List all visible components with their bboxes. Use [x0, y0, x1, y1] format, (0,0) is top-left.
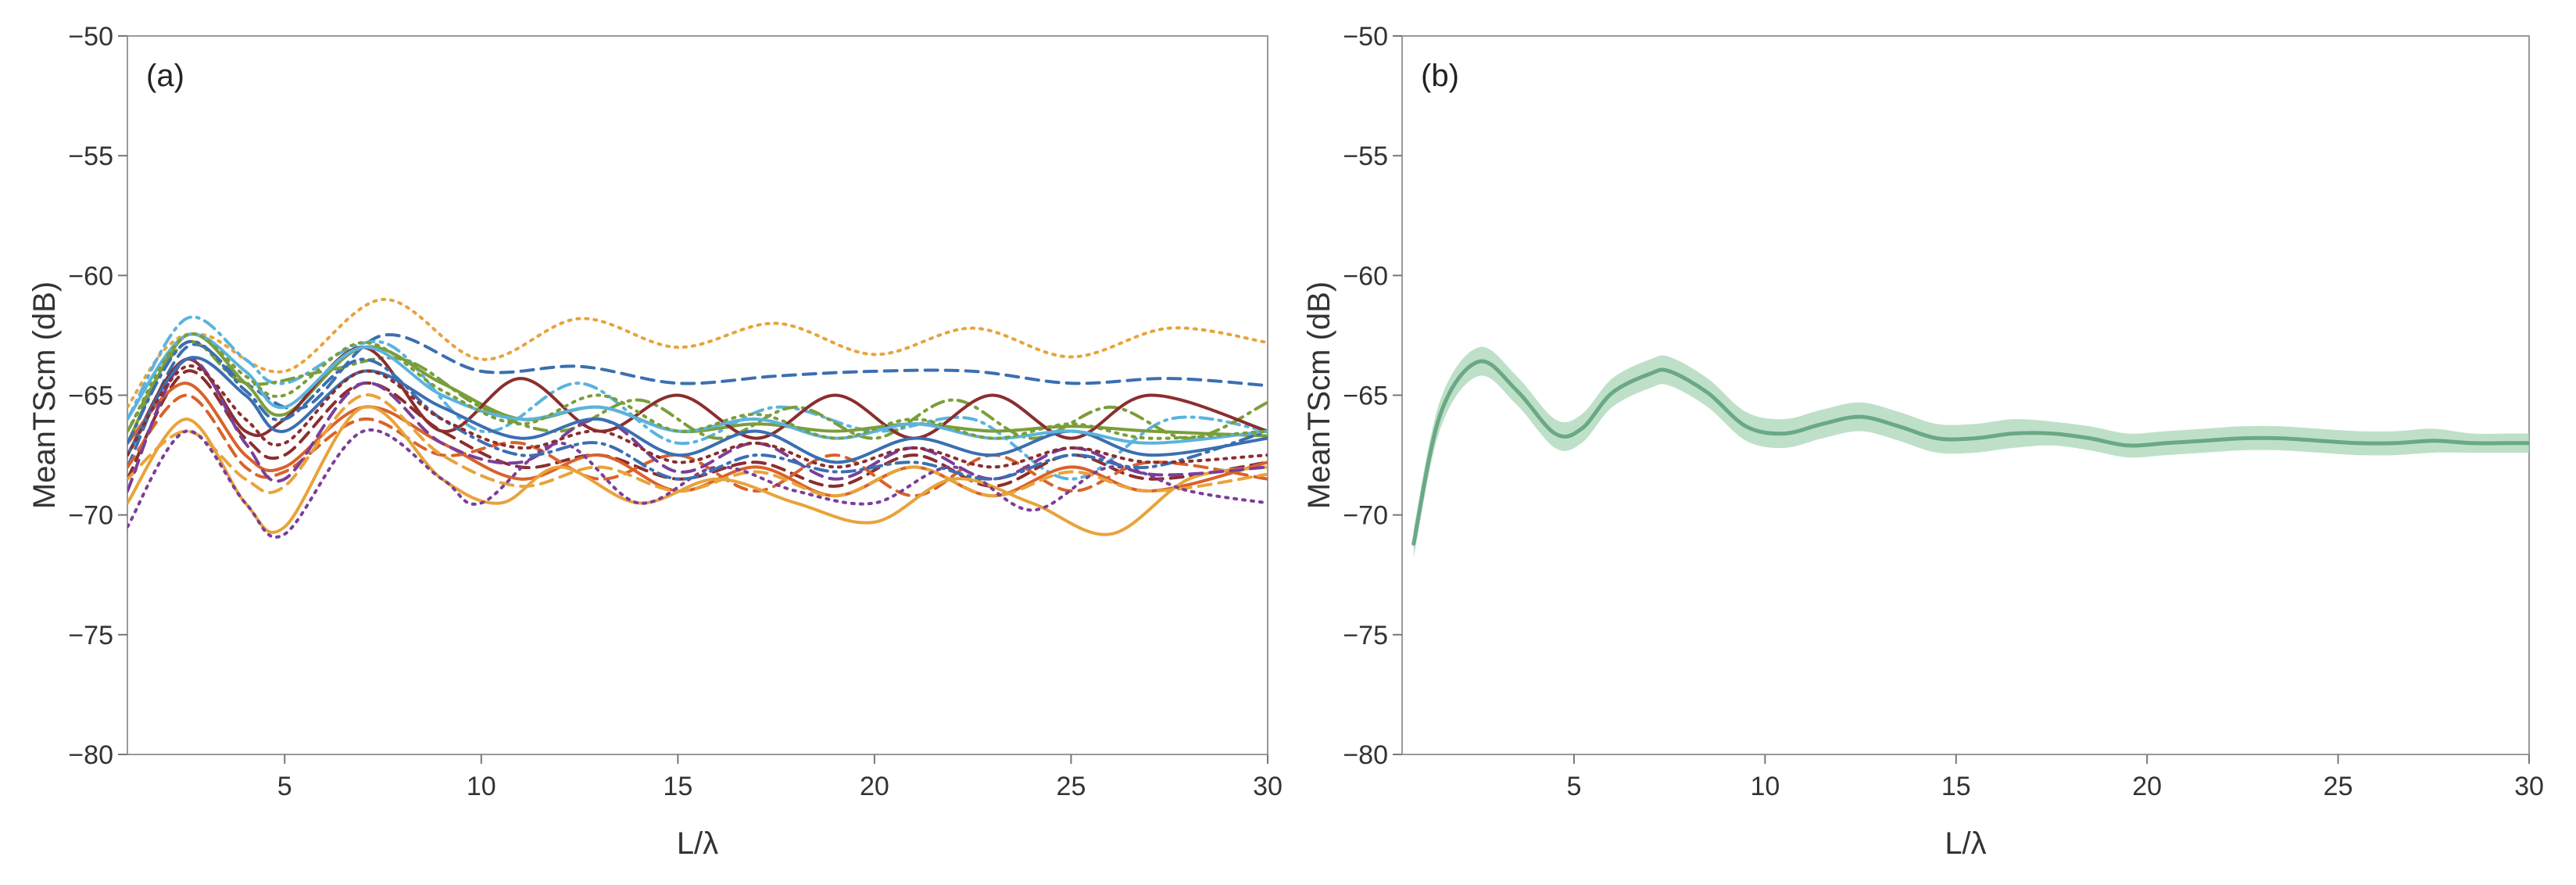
- x-tick-label: 5: [277, 772, 292, 801]
- y-axis-label: MeanTScm (dB): [1302, 281, 1336, 509]
- y-tick-label: −60: [68, 261, 113, 291]
- y-tick-label: −70: [1343, 501, 1388, 531]
- y-tick-label: −65: [1343, 382, 1388, 411]
- panel-b: −50 −55 −60 −65 −70 −75 −80 5 10 15 20 25 30 L/λ MeanT…: [1302, 22, 2544, 861]
- plot-frame: [127, 35, 1268, 755]
- y-tick-label: −75: [1343, 621, 1388, 650]
- x-tick-label: 10: [1750, 772, 1780, 801]
- y-tick-label: −75: [68, 621, 113, 650]
- y-tick-label: −80: [1343, 740, 1388, 770]
- plot-area: [127, 297, 1268, 539]
- x-tick-label: 20: [860, 772, 889, 801]
- x-tick-label: 25: [1057, 772, 1086, 801]
- y-tick-label: −80: [68, 740, 113, 770]
- series-line-8: [127, 382, 1268, 498]
- y-tick-label: −50: [68, 22, 113, 52]
- x-tick-label: 5: [1567, 772, 1582, 801]
- x-tick-label: 20: [2132, 772, 2162, 801]
- plot-frame: [1401, 35, 2530, 755]
- series-line-5: [127, 339, 1268, 440]
- confidence-band: [1413, 346, 2529, 558]
- series-line-1: [127, 297, 1268, 409]
- x-tick-label: 15: [663, 772, 692, 801]
- y-tick-label: −60: [1343, 261, 1388, 291]
- panel-a: −50 −55 −60 −65 −70 −75 −80 5 10 15 20 25 30 L/λ MeanT…: [27, 22, 1283, 861]
- series-line-17: [127, 332, 1268, 440]
- x-tick-label: 10: [467, 772, 496, 801]
- x-axis-label: L/λ: [1945, 826, 1986, 861]
- series-line-12: [127, 428, 1268, 539]
- x-tick-label: 30: [1253, 772, 1283, 801]
- series-line-6: [127, 346, 1268, 457]
- series-line-13: [127, 357, 1268, 493]
- x-tick-label: 15: [1941, 772, 1971, 801]
- series-line-14: [127, 356, 1268, 464]
- y-tick-label: −50: [1343, 22, 1388, 52]
- x-tick-label: 30: [2514, 772, 2544, 801]
- panel-label: (b): [1421, 59, 1459, 93]
- y-tick-label: −70: [68, 501, 113, 531]
- y-axis-label: MeanTScm (dB): [27, 281, 62, 509]
- series-line-18: [127, 364, 1268, 469]
- series-line-16: [127, 332, 1268, 445]
- y-tick-label: −55: [68, 142, 113, 171]
- series-line-1: [1411, 359, 2529, 546]
- y-tick-label: −55: [1343, 142, 1388, 171]
- series-line-15: [127, 339, 1268, 481]
- x-axis-label: L/λ: [677, 826, 718, 861]
- y-tick-label: −65: [68, 382, 113, 411]
- x-tick-label: 25: [2324, 772, 2353, 801]
- series-line-11: [127, 393, 1268, 498]
- panel-label: (a): [146, 59, 184, 93]
- plot-area: [1411, 346, 2529, 558]
- series-line-7: [127, 369, 1268, 488]
